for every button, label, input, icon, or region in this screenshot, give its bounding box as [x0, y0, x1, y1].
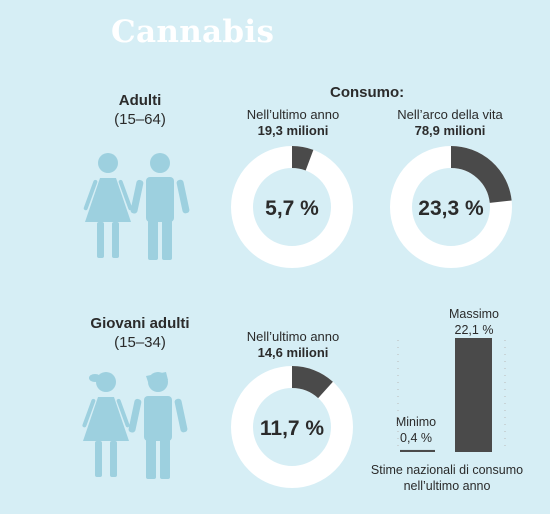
ring-caption-count: 14,6 milioni [257, 345, 329, 360]
ring-caption-text: Nell’arco della vita [397, 107, 503, 122]
donut-adults-lifetime-segment [450, 146, 512, 204]
bar-value-max: 22,1 % [454, 323, 494, 337]
page-title: Cannabis [111, 14, 275, 50]
bar-category-min: Minimo [395, 415, 437, 429]
bar-max [455, 338, 492, 452]
people-icon-young-adults [82, 372, 188, 479]
ring-caption-last-year-young: Nell’ultimo anno 14,6 milioni [213, 329, 373, 361]
bar-value-min: 0,4 % [400, 431, 432, 445]
bar-label-min: Minimo 0,4 % [336, 414, 496, 446]
bar-min [400, 449, 435, 452]
ring-caption-text: Nell’ultimo anno [246, 329, 340, 344]
group-range-giovani-adulti: (15–34) [114, 334, 166, 351]
group-range-adulti: (15–64) [114, 111, 166, 128]
donut-young-last-year-label: 11,7 % [260, 417, 325, 440]
donut-adults-lifetime-label: 23,3 % [418, 197, 484, 220]
consumo-heading: Consumo: [330, 84, 405, 101]
ring-caption-lifetime-adults: Nell’arco della vita 78,9 milioni [370, 107, 530, 139]
people-icon-adults [83, 153, 190, 260]
group-label-giovani-adulti: Giovani adulti [90, 315, 190, 332]
bar-chart-xlabel: Stime nazionali di consumo nell’ultimo a… [370, 463, 524, 493]
donut-adults-last-year-label: 5,7 % [265, 197, 319, 220]
bar-label-max: Massimo 22,1 % [394, 306, 550, 338]
donut-young-last-year-segment [291, 366, 333, 399]
ring-caption-last-year-adults: Nell’ultimo anno 19,3 milioni [213, 107, 373, 139]
group-label-adulti: Adulti [118, 92, 162, 109]
ring-caption-count: 78,9 milioni [414, 123, 486, 138]
donut-adults-last-year-segment [291, 146, 314, 171]
ring-caption-text: Nell’ultimo anno [246, 107, 340, 122]
bar-category-max: Massimo [448, 307, 499, 321]
ring-caption-count: 19,3 milioni [257, 123, 329, 138]
